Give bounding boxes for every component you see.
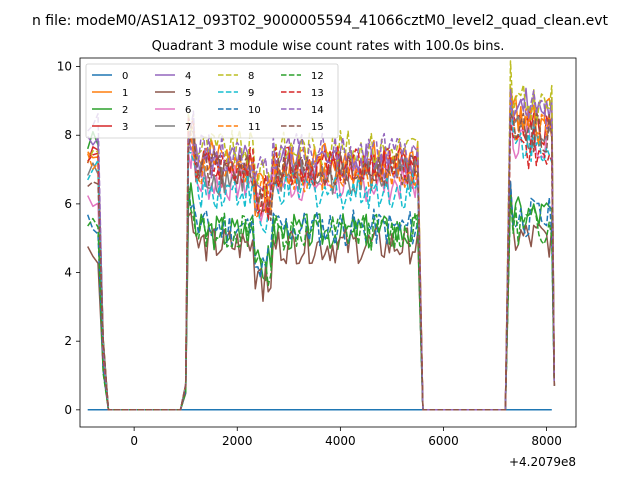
legend-box: [85, 63, 339, 139]
series-line-15: [87, 112, 556, 411]
legend-label-13: 13: [311, 88, 324, 99]
legend-label-5: 5: [185, 88, 191, 99]
y-tick-label: 10: [57, 60, 72, 74]
legend-label-14: 14: [311, 105, 324, 116]
x-tick-label: 8000: [531, 434, 562, 448]
y-tick-label: 0: [64, 403, 72, 417]
y-tick-label: 6: [64, 197, 72, 211]
legend-label-0: 0: [122, 71, 128, 82]
legend-label-7: 7: [185, 122, 191, 133]
x-tick-label: 2000: [222, 434, 253, 448]
legend-label-11: 11: [248, 122, 261, 133]
legend-label-1: 1: [122, 88, 128, 99]
legend-label-2: 2: [122, 105, 128, 116]
y-tick-label: 4: [64, 266, 72, 280]
legend-label-12: 12: [311, 71, 324, 82]
y-tick-label: 2: [64, 334, 72, 348]
legend-label-4: 4: [185, 71, 191, 82]
chart-suptitle: n file: modeM0/AS1A12_093T02_9000005594_…: [32, 13, 609, 29]
chart-title: Quadrant 3 module wise count rates with …: [152, 39, 505, 54]
x-offset-label: +4.2079e8: [509, 455, 576, 469]
axes-frame: [79, 57, 577, 428]
y-tick-label: 8: [64, 128, 72, 142]
x-tick-label: 4000: [325, 434, 356, 448]
legend-label-8: 8: [248, 71, 254, 82]
x-tick-label: 0: [130, 434, 138, 448]
legend-label-9: 9: [248, 88, 254, 99]
x-tick-label: 6000: [428, 434, 459, 448]
plot-area: 0 2000 4000 6000 800002468100123456789101112…: [57, 57, 577, 448]
legend-label-10: 10: [248, 105, 261, 116]
legend-label-15: 15: [311, 122, 324, 133]
legend-label-3: 3: [122, 122, 128, 133]
legend-label-6: 6: [185, 105, 191, 116]
